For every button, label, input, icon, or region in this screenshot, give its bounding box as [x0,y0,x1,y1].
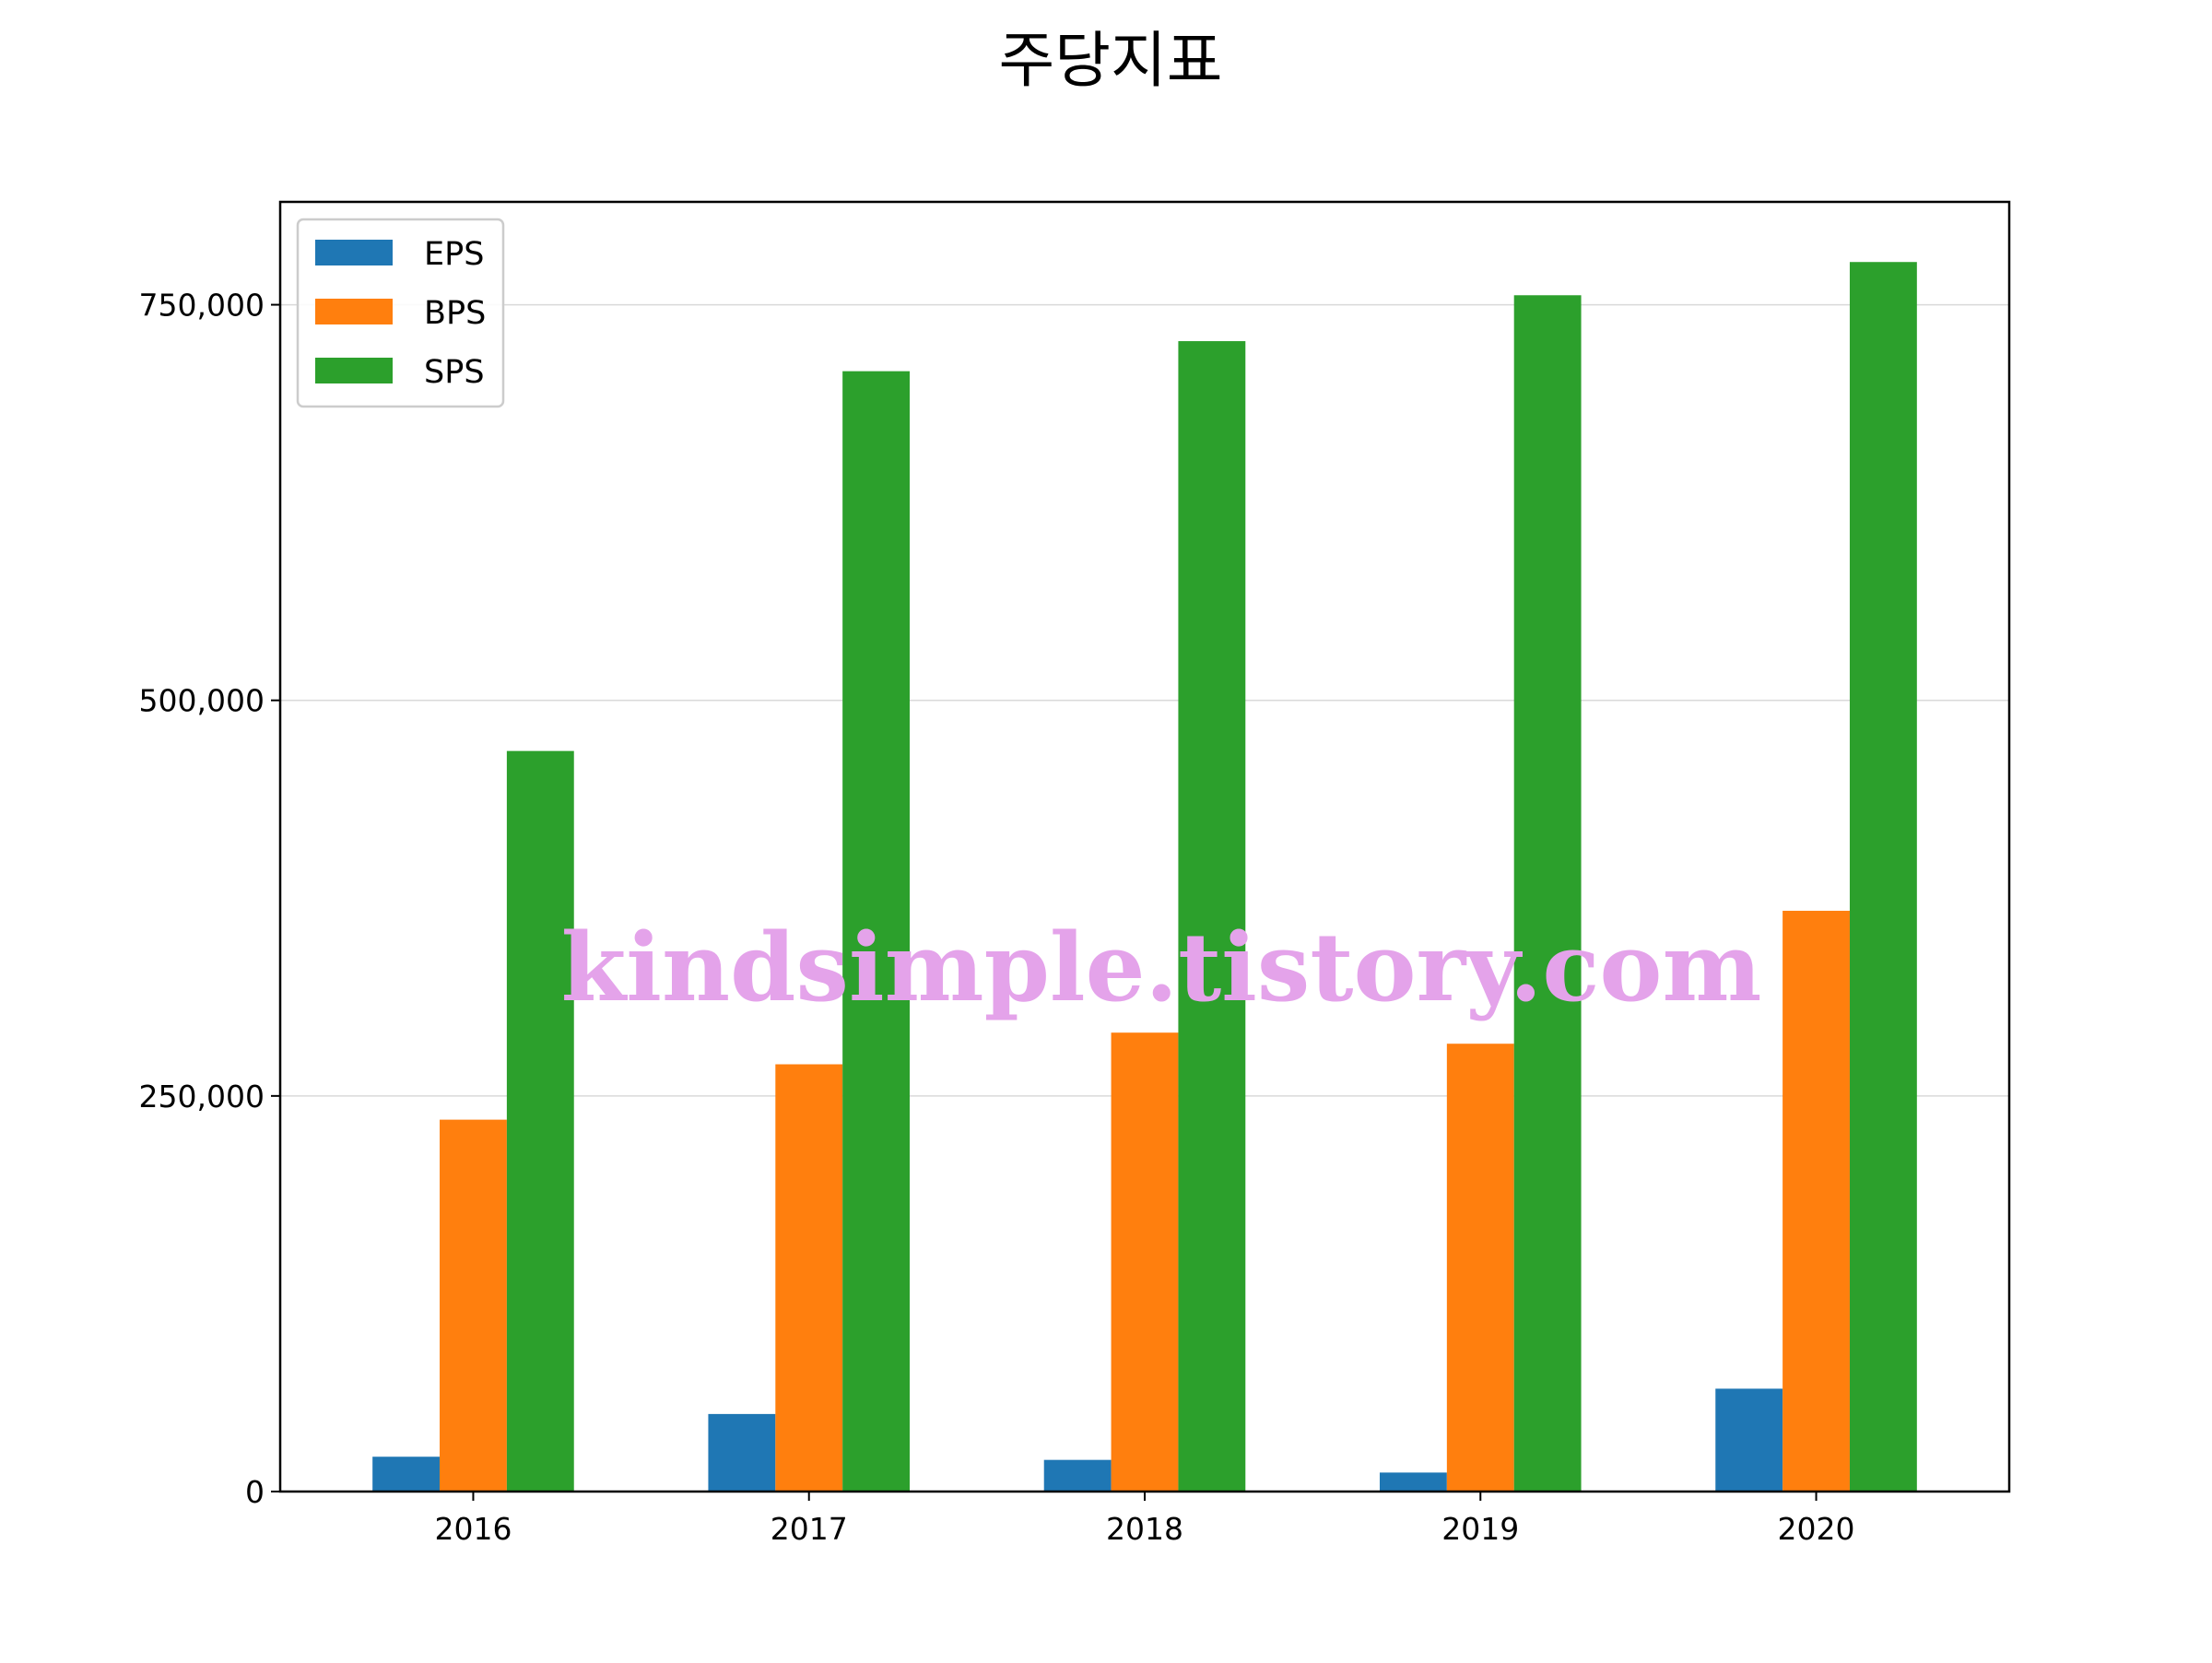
bar-sps-2019 [1513,295,1582,1492]
bar-bps-2019 [1446,1044,1514,1492]
bar-bps-2016 [440,1119,507,1492]
y-tick-label: 750,000 [139,288,265,324]
legend: EPS BPS SPS [296,218,505,408]
x-tick-label: 2017 [771,1511,848,1547]
legend-label-sps: SPS [424,354,485,391]
bar-bps-2018 [1111,1032,1179,1492]
y-tick-label: 250,000 [139,1079,265,1115]
x-tick-label: 2016 [434,1511,512,1547]
x-tick-label: 2018 [1106,1511,1183,1547]
bar-eps-2017 [708,1413,776,1492]
x-axis: 2016 2017 2018 2019 2020 [434,1492,1855,1547]
bar-bps-2020 [1783,911,1850,1492]
bar-eps-2020 [1715,1388,1783,1492]
bar-sps-2016 [506,750,574,1492]
chart-title: 주당지표 [999,25,1223,96]
legend-swatch-eps [315,240,393,265]
bar-eps-2018 [1043,1459,1112,1492]
x-tick-label: 2020 [1778,1511,1855,1547]
x-tick-label: 2019 [1441,1511,1519,1547]
bar-group [372,262,1917,1492]
bar-sps-2017 [842,371,911,1492]
y-axis: 0 250,000 500,000 750,000 [139,288,280,1510]
legend-swatch-bps [315,299,393,324]
bar-bps-2017 [775,1064,843,1492]
watermark: kindsimple.tistory.com [561,913,1762,1023]
legend-swatch-sps [315,358,393,383]
legend-label-bps: BPS [424,295,486,332]
y-tick-label: 0 [245,1474,265,1510]
bar-eps-2016 [372,1457,441,1492]
bar-sps-2018 [1178,341,1246,1492]
bar-eps-2019 [1379,1472,1447,1492]
bar-sps-2020 [1849,262,1917,1492]
y-tick-label: 500,000 [139,683,265,719]
legend-label-eps: EPS [424,236,484,273]
